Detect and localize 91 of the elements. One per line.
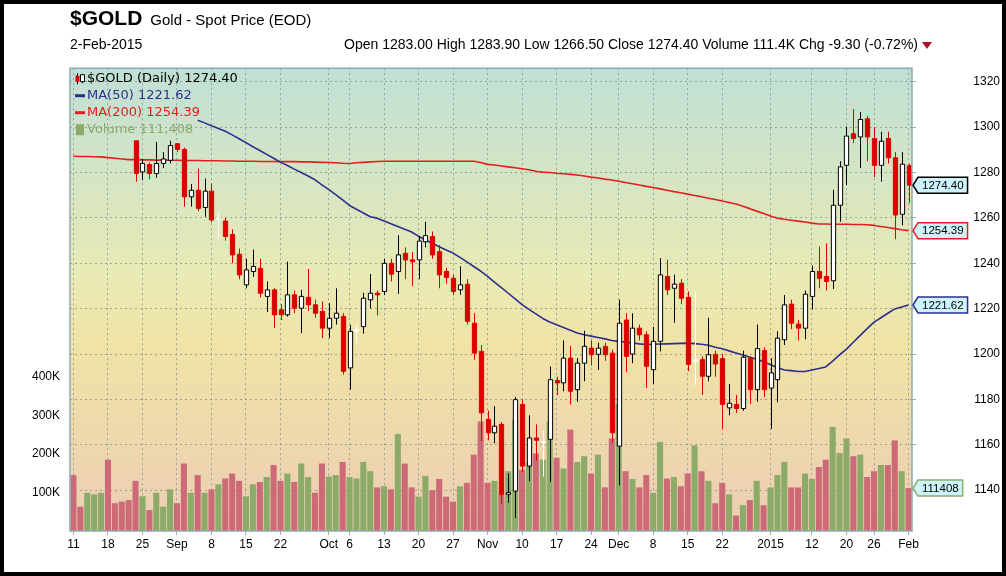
data-label: 1254.39 [922, 224, 964, 237]
bar [877, 465, 884, 531]
chart-title: $GOLD [70, 6, 143, 30]
x-tick-label: 22 [715, 536, 730, 551]
bar [491, 480, 498, 531]
text: Open 1283.00 High 1283.90 Low 1266.50 Close 1274.40 Volume 111.4K Chg -9.30 (-0.72%) [344, 36, 918, 52]
x-tick-label: 20 [411, 536, 426, 551]
bar [691, 445, 698, 531]
x-tick-label: 18 [101, 536, 115, 551]
legend-label: Volume 111,408 [87, 121, 194, 137]
bar [698, 471, 705, 531]
bar [532, 453, 539, 531]
data-label: 1221.62 [922, 298, 964, 311]
bar [374, 487, 381, 531]
bar [194, 475, 201, 531]
y-tick-label: 1260 [973, 210, 1001, 225]
bar [215, 484, 222, 531]
x-tick-label: Oct [319, 536, 339, 551]
bar [760, 505, 767, 531]
y2-tick-label: 100K [31, 484, 60, 499]
bar [263, 477, 270, 531]
bar [256, 482, 263, 531]
bar [560, 468, 567, 531]
y-tick-label: 1160 [974, 437, 1001, 452]
bar [208, 489, 215, 531]
bar [594, 454, 602, 531]
x-tick-label: 27 [446, 536, 461, 551]
data-label: 111408 [922, 481, 959, 494]
bar [284, 473, 291, 531]
bar [898, 471, 905, 531]
legend-label: MA(50) 1221.62 [87, 87, 192, 103]
x-tick-label: 25 [135, 536, 150, 551]
bar [629, 478, 636, 531]
legend-label: $GOLD (Daily) 1274.40 [87, 70, 238, 86]
x-tick-label: 10 [515, 536, 530, 551]
y-tick-label: 1200 [973, 346, 1001, 361]
x-tick-label: 22 [273, 536, 288, 551]
bar [850, 456, 857, 531]
x-tick-label: Nov [476, 536, 499, 551]
y2-tick-label: 200K [31, 446, 60, 461]
legend-label: MA(200) 1254.39 [87, 104, 200, 120]
y-tick-label: 1240 [973, 255, 1001, 270]
x-tick-label: 12 [805, 536, 819, 551]
bar [663, 478, 671, 531]
y-tick-label: 1220 [973, 300, 1001, 315]
bar [291, 482, 298, 531]
bar [146, 510, 153, 531]
bar [201, 492, 208, 531]
y2-tick-label: 300K [31, 407, 60, 422]
x-tick-label: 24 [584, 536, 599, 551]
x-tick-label: 8 [208, 536, 216, 551]
text: 2-Feb-2015 [70, 36, 143, 52]
text: 1274.40 [922, 178, 964, 191]
x-tick-label: Sep [166, 536, 188, 551]
x-tick-label: 26 [867, 536, 882, 551]
y2-tick-label: 400K [31, 369, 60, 384]
x-tick-label: 11 [67, 536, 80, 551]
bar [753, 480, 760, 531]
y-tick-label: 1300 [973, 119, 1001, 134]
y-tick-label: 1180 [974, 391, 1001, 406]
bar [553, 457, 560, 531]
bar [456, 486, 463, 531]
chart-subtitle: Gold - Spot Price (EOD) [150, 11, 312, 28]
x-tick-label: 15 [681, 536, 695, 551]
bar [739, 505, 746, 531]
y-tick-label: 1280 [973, 164, 1001, 179]
bar [339, 461, 346, 531]
x-tick-label: 6 [346, 536, 354, 551]
bar [139, 496, 146, 531]
x-tick-label: 2015 [757, 536, 785, 551]
bar [588, 473, 595, 531]
bar [380, 486, 388, 531]
bar [746, 500, 753, 531]
bar [857, 454, 864, 531]
bar [387, 489, 394, 531]
bar [394, 433, 401, 531]
bar [187, 492, 194, 531]
bar [567, 429, 574, 531]
x-tick-label: 17 [549, 536, 564, 551]
x-tick-label: 15 [239, 536, 253, 551]
bar [705, 480, 712, 531]
x-tick-label: 8 [649, 536, 657, 551]
x-tick-label: Dec [608, 536, 630, 551]
bar [670, 477, 677, 531]
bar [726, 494, 733, 531]
x-tick-label: 20 [839, 536, 854, 551]
bar [622, 471, 629, 531]
x-tick-label: 13 [377, 536, 392, 551]
y-tick-label: 1320 [973, 74, 1001, 89]
x-tick-label: Feb [898, 536, 920, 551]
y-tick-label: 1140 [974, 482, 1001, 497]
